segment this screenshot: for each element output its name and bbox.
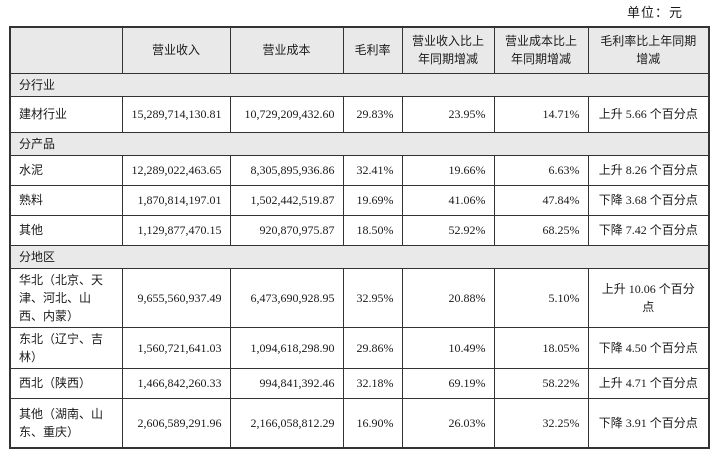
- row-label: 水泥: [9, 154, 123, 186]
- cell-cost-yoy: 18.05%: [493, 326, 589, 369]
- cell-revenue-yoy: 41.06%: [401, 184, 495, 216]
- header-revenue-yoy: 营业收入比上年同期增减: [401, 26, 495, 74]
- row-label: 其他（湖南、山东、重庆）: [9, 397, 123, 449]
- cell-margin-yoy: 上升 8.26 个百分点: [587, 154, 710, 186]
- table-header-row: 营业收入 营业成本 毛利率 营业收入比上年同期增减 营业成本比上年同期增减 毛利…: [9, 26, 710, 74]
- section-title: 分行业: [9, 72, 710, 97]
- header-gross-margin: 毛利率: [342, 26, 403, 74]
- cell-cost: 2,166,058,812.29: [229, 397, 344, 449]
- cell-cost: 10,729,209,432.60: [229, 95, 344, 133]
- cell-margin-yoy: 下降 7.42 个百分点: [587, 214, 710, 246]
- row-label: 东北（辽宁、吉林）: [9, 326, 123, 369]
- cell-revenue-yoy: 26.03%: [401, 397, 495, 449]
- cell-margin-yoy: 下降 3.91 个百分点: [587, 397, 710, 449]
- cell-margin-yoy: 下降 3.68 个百分点: [587, 184, 710, 216]
- cell-gross-margin: 16.90%: [342, 397, 403, 449]
- cell-cost-yoy: 58.22%: [493, 367, 589, 399]
- cell-revenue-yoy: 23.95%: [401, 95, 495, 133]
- cell-revenue-yoy: 52.92%: [401, 214, 495, 246]
- cell-gross-margin: 32.41%: [342, 154, 403, 186]
- cell-cost: 994,841,392.46: [229, 367, 344, 399]
- cell-cost: 8,305,895,936.86: [229, 154, 344, 186]
- row-label: 建材行业: [9, 95, 123, 133]
- cell-cost-yoy: 5.10%: [493, 267, 589, 328]
- table-row-region-other: 其他（湖南、山东、重庆） 2,606,589,291.96 2,166,058,…: [9, 397, 710, 449]
- header-cost-yoy: 营业成本比上年同期增减: [493, 26, 589, 74]
- table-row-cement: 水泥 12,289,022,463.65 8,305,895,936.86 32…: [9, 154, 710, 186]
- cell-gross-margin: 32.95%: [342, 267, 403, 328]
- table-row-north-china: 华北（北京、天津、河北、山西、内蒙） 9,655,560,937.49 6,47…: [9, 267, 710, 328]
- cell-cost-yoy: 6.63%: [493, 154, 589, 186]
- cell-revenue-yoy: 20.88%: [401, 267, 495, 328]
- cell-revenue: 1,560,721,641.03: [121, 326, 231, 369]
- cell-cost-yoy: 14.71%: [493, 95, 589, 133]
- row-label: 西北（陕西）: [9, 367, 123, 399]
- cell-margin-yoy: 下降 4.50 个百分点: [587, 326, 710, 369]
- cell-cost: 1,094,618,298.90: [229, 326, 344, 369]
- cell-revenue: 12,289,022,463.65: [121, 154, 231, 186]
- row-label: 熟料: [9, 184, 123, 216]
- cell-cost-yoy: 68.25%: [493, 214, 589, 246]
- cell-gross-margin: 29.83%: [342, 95, 403, 133]
- cell-revenue: 1,870,814,197.01: [121, 184, 231, 216]
- table-row-northeast: 东北（辽宁、吉林） 1,560,721,641.03 1,094,618,298…: [9, 326, 710, 369]
- table-row-building-materials: 建材行业 15,289,714,130.81 10,729,209,432.60…: [9, 95, 710, 133]
- cell-cost: 1,502,442,519.87: [229, 184, 344, 216]
- table-row-clinker: 熟料 1,870,814,197.01 1,502,442,519.87 19.…: [9, 184, 710, 216]
- row-label: 华北（北京、天津、河北、山西、内蒙）: [9, 267, 123, 328]
- header-empty: [9, 26, 123, 74]
- section-row-product: 分产品: [9, 131, 710, 156]
- cell-revenue: 2,606,589,291.96: [121, 397, 231, 449]
- cell-revenue: 1,466,842,260.33: [121, 367, 231, 399]
- cell-gross-margin: 32.18%: [342, 367, 403, 399]
- cell-revenue-yoy: 19.66%: [401, 154, 495, 186]
- cell-margin-yoy: 上升 5.66 个百分点: [587, 95, 710, 133]
- header-margin-yoy: 毛利率比上年同期增减: [587, 26, 710, 74]
- table-row-northwest: 西北（陕西） 1,466,842,260.33 994,841,392.46 3…: [9, 367, 710, 399]
- cell-gross-margin: 19.69%: [342, 184, 403, 216]
- unit-label: 单位：元: [626, 5, 683, 20]
- header-revenue: 营业收入: [121, 26, 231, 74]
- row-label: 其他: [9, 214, 123, 246]
- cell-revenue-yoy: 69.19%: [401, 367, 495, 399]
- cell-revenue: 15,289,714,130.81: [121, 95, 231, 133]
- financial-breakdown-table: 营业收入 营业成本 毛利率 营业收入比上年同期增减 营业成本比上年同期增减 毛利…: [9, 26, 710, 449]
- table-row-product-other: 其他 1,129,877,470.15 920,870,975.87 18.50…: [9, 214, 710, 246]
- cell-cost: 920,870,975.87: [229, 214, 344, 246]
- cell-margin-yoy: 上升 10.06 个百分点: [587, 267, 710, 328]
- section-row-region: 分地区: [9, 244, 710, 269]
- cell-margin-yoy: 上升 4.71 个百分点: [587, 367, 710, 399]
- cell-cost: 6,473,690,928.95: [229, 267, 344, 328]
- cell-cost-yoy: 47.84%: [493, 184, 589, 216]
- cell-revenue: 1,129,877,470.15: [121, 214, 231, 246]
- section-title: 分地区: [9, 244, 710, 269]
- section-row-industry: 分行业: [9, 72, 710, 97]
- cell-gross-margin: 29.86%: [342, 326, 403, 369]
- cell-gross-margin: 18.50%: [342, 214, 403, 246]
- cell-revenue-yoy: 10.49%: [401, 326, 495, 369]
- section-title: 分产品: [9, 131, 710, 156]
- header-cost: 营业成本: [229, 26, 344, 74]
- cell-cost-yoy: 32.25%: [493, 397, 589, 449]
- cell-revenue: 9,655,560,937.49: [121, 267, 231, 328]
